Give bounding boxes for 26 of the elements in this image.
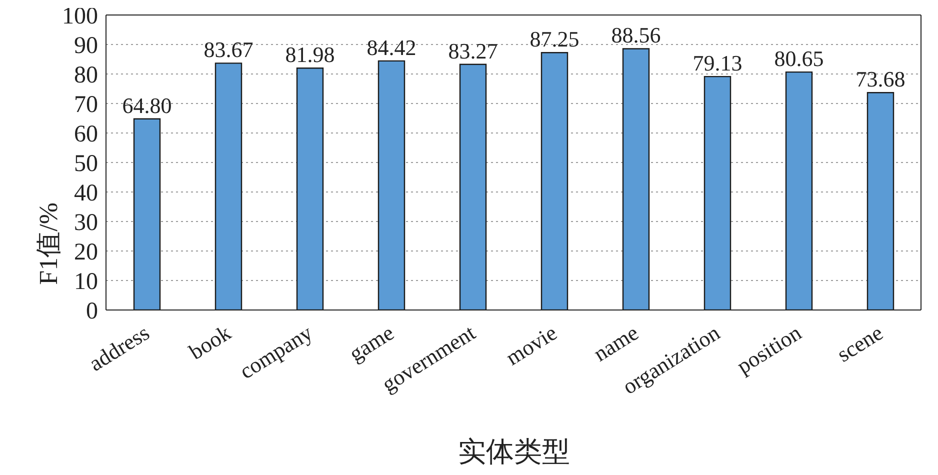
y-tick-label: 80 — [74, 62, 98, 89]
x-tick-label: movie — [501, 320, 562, 370]
data-label: 81.98 — [285, 42, 335, 68]
data-label: 79.13 — [692, 50, 742, 76]
y-tick-label: 0 — [86, 298, 98, 325]
data-label: 80.65 — [774, 46, 824, 72]
x-axis-title: 实体类型 — [457, 436, 571, 470]
y-tick-label: 70 — [74, 92, 98, 118]
y-tick-label: 10 — [74, 269, 98, 296]
y-tick-label: 60 — [74, 122, 98, 148]
y-tick-label: 30 — [74, 210, 98, 236]
data-label: 83.67 — [204, 37, 254, 62]
y-tick-label: 50 — [74, 151, 98, 178]
data-label: 88.56 — [611, 22, 661, 48]
data-label: 64.80 — [122, 92, 172, 118]
data-label: 83.27 — [448, 38, 498, 64]
y-axis-title: F1值/% — [34, 202, 64, 285]
y-tick-label: 20 — [74, 240, 98, 266]
y-tick-label: 90 — [74, 33, 98, 60]
data-label: 87.25 — [530, 26, 580, 52]
y-tick-label: 100 — [62, 4, 98, 30]
data-label: 73.68 — [856, 66, 906, 92]
x-tick-label: scene — [832, 320, 888, 367]
data-label: 84.42 — [366, 34, 416, 60]
y-tick-label: 40 — [74, 180, 98, 207]
x-tick-label: book — [184, 320, 236, 364]
